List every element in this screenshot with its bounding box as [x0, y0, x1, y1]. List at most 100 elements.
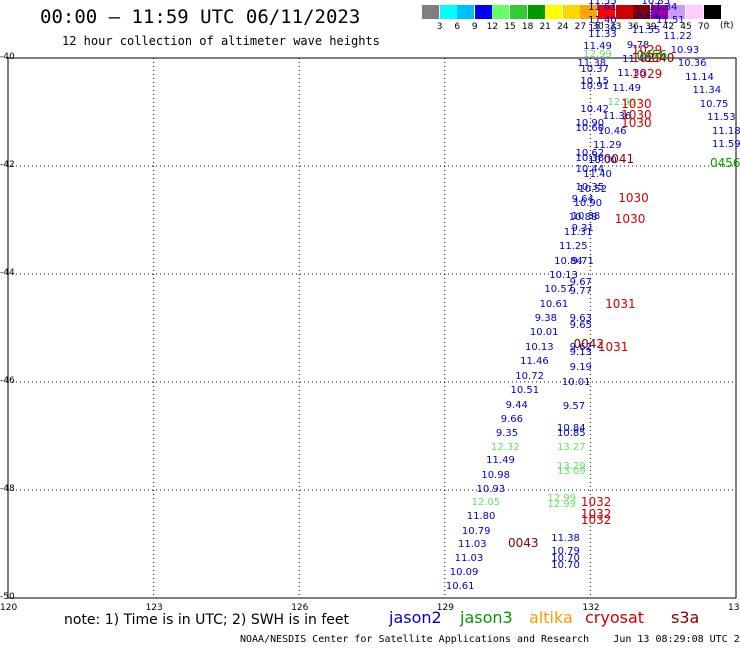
wave-height-label: 9.35: [495, 428, 519, 440]
wave-height-label: 11.36: [617, 68, 646, 80]
color-scale-unit: (ft): [720, 21, 734, 31]
wave-height-label: 11.49: [612, 82, 641, 94]
color-swatch: [686, 5, 703, 19]
wave-height-label: 11.46: [520, 356, 549, 368]
wave-height-label: 11.34: [648, 1, 678, 13]
color-scale-label: 6: [454, 22, 461, 32]
wave-height-label: 10.84: [554, 255, 583, 267]
wave-height-label: 9.63: [569, 313, 592, 325]
longitude-label: 132: [582, 603, 600, 613]
pass-time-label: 1031: [605, 296, 636, 311]
pass-time-label: 0042: [573, 337, 605, 352]
color-swatch: [580, 5, 598, 19]
color-swatch: [562, 5, 580, 19]
satellite-legend-item: altika: [529, 608, 573, 627]
wave-height-label: 9.62: [569, 341, 592, 353]
pass-time-label: 1032: [580, 494, 612, 509]
wave-height-label: 11.55: [588, 0, 617, 8]
latitude-label: -42: [0, 160, 15, 170]
wave-height-label: 11.36: [602, 111, 632, 123]
wave-height-label: 11.03: [454, 552, 484, 564]
wave-height-label: 11.33: [588, 28, 617, 40]
wave-height-label: 9.38: [534, 313, 557, 325]
wave-height-label: 11.38: [577, 58, 607, 70]
wave-height-label: 10.51: [510, 385, 540, 397]
wave-height-label: 10.85: [641, 0, 671, 8]
wave-height-label: 10.13: [549, 270, 578, 282]
pass-time-label: 0040: [643, 51, 675, 65]
satellite-legend-item: s3a: [671, 608, 700, 627]
wave-height-label: 10.38: [575, 152, 605, 164]
wave-height-label: 10.84: [557, 422, 586, 434]
wave-height-label: 9.57: [562, 401, 586, 413]
wave-height-label: 10.85: [557, 428, 586, 440]
wave-height-label: 11.14: [685, 71, 714, 83]
color-swatch: [633, 5, 651, 19]
wave-height-label: 9.65: [569, 320, 592, 332]
wave-height-label: 9.67: [569, 277, 592, 289]
latitude-label: -40: [0, 52, 15, 62]
wave-height-label: 13.27: [557, 441, 586, 453]
longitude-label: 126: [291, 603, 309, 613]
wave-height-label: 10.00: [588, 154, 617, 166]
wave-height-label: 11.40: [622, 54, 651, 66]
color-swatch: [703, 5, 721, 19]
wave-height-label: 11.34: [692, 85, 722, 97]
color-scale-label: 9: [471, 22, 478, 32]
wave-height-label: 10.09: [449, 567, 479, 579]
pass-time-label: 1029: [631, 67, 663, 82]
wave-height-label: 9.19: [569, 361, 592, 373]
longitude-label: 123: [145, 603, 163, 613]
wave-height-label: 10.72: [515, 370, 544, 382]
color-swatch: [439, 5, 457, 19]
color-scale-label: 36: [627, 22, 639, 32]
wave-height-label: 10.42: [580, 104, 609, 116]
pass-time-label: 0456: [636, 48, 668, 63]
wave-height-label: 12.32: [491, 441, 520, 453]
latitude-label: -50: [0, 592, 15, 602]
credit-line: NOAA/NESDIS Center for Satellite Applica…: [240, 634, 740, 645]
wave-height-label: 10.57: [544, 284, 574, 296]
color-scale-label: 33: [609, 22, 622, 32]
wave-height-label: 10.61: [445, 581, 475, 593]
wave-height-label: 11.29: [592, 140, 622, 152]
wave-height-label: 9.66: [500, 413, 523, 425]
wave-height-label: 10.90: [573, 197, 603, 209]
wave-height-label: 11.53: [707, 112, 736, 124]
color-swatch: [650, 5, 668, 19]
wave-height-label: 10.88: [568, 212, 598, 224]
wave-height-label: 11.25: [558, 240, 588, 252]
color-scale-label: 39: [645, 22, 657, 32]
wave-height-label: 10.75: [699, 98, 729, 110]
wave-height-label: 10.90: [575, 117, 605, 129]
wave-height-label: 9.13: [569, 347, 592, 359]
pass-time-label: 1030: [621, 115, 652, 130]
wave-height-label: 11.49: [486, 455, 515, 467]
wave-height-label: 10.79: [461, 525, 491, 537]
color-swatch: [527, 5, 545, 19]
pass-time-label: 1030: [621, 96, 652, 111]
satellite-legend-item: jason3: [460, 608, 513, 627]
wave-height-label: 11.55: [631, 24, 661, 36]
wave-height-label: 11.03: [458, 539, 487, 550]
color-swatch: [598, 5, 615, 19]
pass-time-label: 1031: [597, 339, 629, 354]
wave-height-label: 10.38: [571, 210, 601, 222]
wave-height-label: 10.62: [575, 147, 605, 159]
color-swatch: [422, 5, 439, 19]
satellite-legend-item: cryosat: [585, 608, 645, 627]
wave-height-label: 10.79: [551, 546, 580, 558]
wave-height-label: 10.60: [575, 123, 605, 135]
wave-height-label: 11.18: [712, 125, 740, 137]
color-scale-label: 24: [557, 22, 569, 32]
wave-height-label: 10.44: [575, 163, 605, 175]
longitude-label: 135: [728, 603, 740, 613]
wave-height-label: 10.61: [539, 298, 569, 310]
color-scale-label: 21: [539, 22, 551, 32]
wave-height-label: 10.01: [529, 327, 559, 339]
wave-height-label: 12.99: [607, 97, 637, 109]
color-scale-label: 12: [486, 22, 499, 32]
color-scale-label: 15: [504, 22, 516, 32]
wave-height-label: 13.29: [557, 460, 586, 472]
wave-height-label: 11.40: [583, 169, 612, 181]
